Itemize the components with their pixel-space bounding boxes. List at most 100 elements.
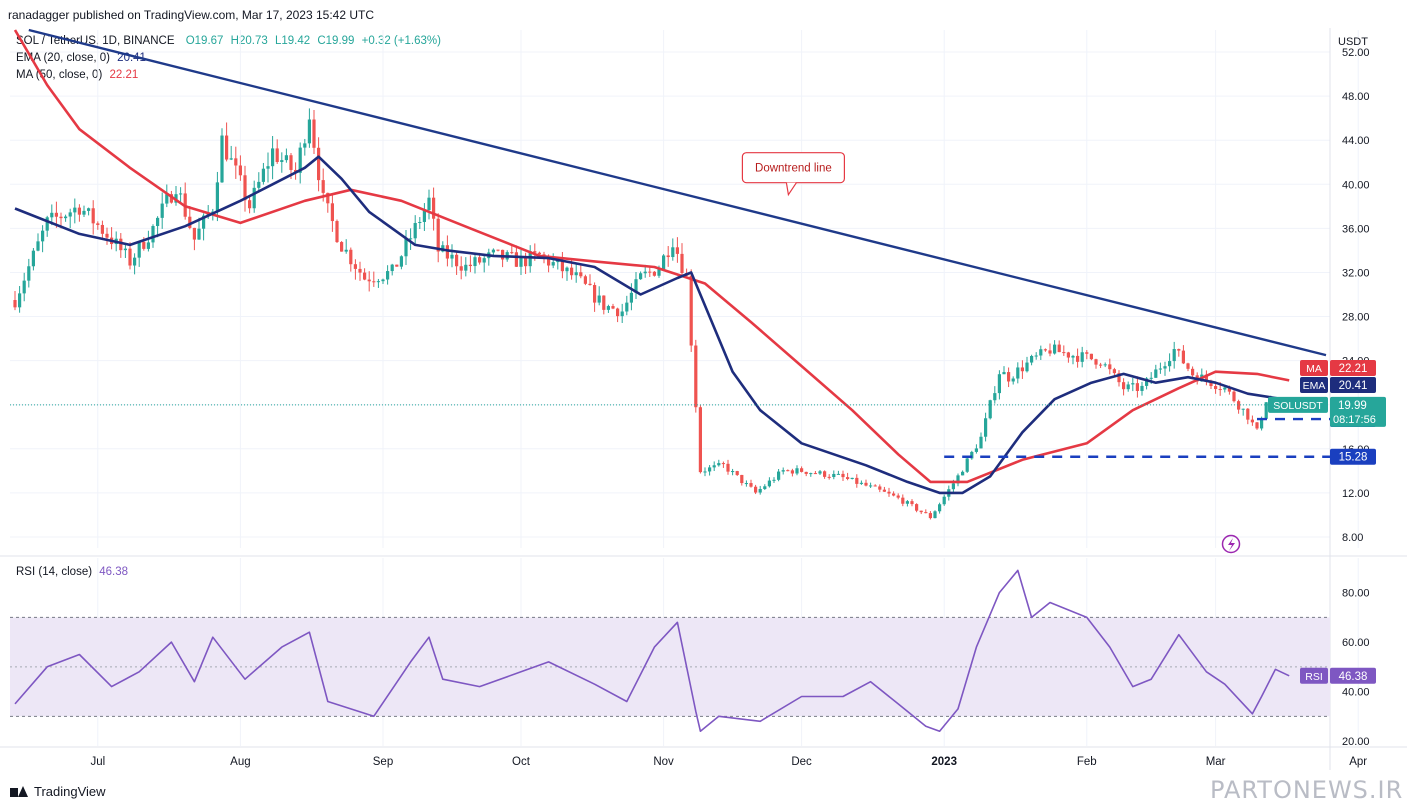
candle-body bbox=[197, 228, 201, 240]
last-price-text: 19.99 bbox=[1338, 400, 1367, 412]
candle-body bbox=[330, 203, 334, 222]
candle-body bbox=[22, 280, 26, 294]
candle-body bbox=[432, 197, 436, 219]
candle-body bbox=[501, 249, 505, 260]
candle-body bbox=[1112, 369, 1116, 374]
candle-body bbox=[800, 468, 804, 472]
price-tag-name bbox=[1300, 377, 1328, 393]
candle-body bbox=[772, 479, 776, 481]
candle-body bbox=[616, 308, 620, 317]
candle-body bbox=[100, 224, 104, 234]
ma-legend[interactable]: MA (50, close, 0) 22.21 bbox=[16, 69, 138, 81]
candle-body bbox=[436, 218, 440, 252]
candle-body bbox=[1209, 380, 1213, 387]
bar-countdown-text: 08:17:56 bbox=[1333, 414, 1376, 426]
candle-body bbox=[721, 463, 725, 465]
candle-body bbox=[1241, 408, 1245, 410]
candle-body bbox=[703, 471, 707, 473]
candle-body bbox=[31, 250, 35, 267]
candle-body bbox=[528, 251, 532, 267]
candle-body bbox=[307, 119, 311, 144]
support-price-text: 15.28 bbox=[1339, 452, 1368, 464]
candle-body bbox=[754, 486, 758, 493]
ema-legend-label: EMA (20, close, 0) bbox=[16, 52, 110, 64]
candle-body bbox=[128, 248, 132, 266]
candle-body bbox=[1011, 378, 1015, 382]
candle-body bbox=[933, 511, 937, 519]
candle-body bbox=[82, 210, 86, 215]
candle-body bbox=[629, 292, 633, 303]
watermark: PARTONEWS.IR bbox=[1210, 776, 1404, 804]
candle-body bbox=[13, 300, 17, 308]
candle-body bbox=[427, 197, 431, 211]
candle-body bbox=[1025, 362, 1029, 372]
candle-body bbox=[234, 158, 238, 166]
candle-body bbox=[1145, 378, 1149, 386]
symbol-name[interactable]: SOL / TetherUS, 1D, BINANCE bbox=[16, 35, 175, 47]
price-tick-label: 48.00 bbox=[1342, 91, 1370, 103]
candle-body bbox=[965, 458, 969, 472]
candle-body bbox=[602, 295, 606, 310]
footer-brand[interactable]: TradingView bbox=[10, 784, 106, 799]
candle-body bbox=[1066, 352, 1070, 358]
rsi-legend[interactable]: RSI (14, close) 46.38 bbox=[16, 566, 128, 578]
price-tick-label: 8.00 bbox=[1342, 532, 1363, 544]
candle-body bbox=[478, 257, 482, 263]
candle-body bbox=[698, 407, 702, 473]
candle-body bbox=[1043, 349, 1047, 351]
time-tick-label: Nov bbox=[653, 756, 674, 768]
candle-body bbox=[1103, 364, 1107, 366]
candle-body bbox=[496, 249, 500, 251]
candle-body bbox=[1168, 361, 1172, 367]
rsi-tick-label: 40.00 bbox=[1342, 687, 1370, 699]
candle-body bbox=[1030, 356, 1034, 363]
rsi-tick-label: 80.00 bbox=[1342, 588, 1370, 600]
price-tag-value-text: 22.21 bbox=[1339, 363, 1368, 375]
candle-body bbox=[137, 241, 141, 258]
candle-body bbox=[574, 272, 578, 276]
candle-body bbox=[988, 400, 992, 419]
candle-body bbox=[795, 468, 799, 474]
candle-body bbox=[997, 374, 1001, 394]
candle-body bbox=[413, 223, 417, 239]
candle-body bbox=[27, 266, 31, 281]
ma-line bbox=[13, 29, 1290, 484]
time-tick-label: Jul bbox=[90, 756, 105, 768]
candle-body bbox=[1126, 384, 1130, 390]
candle-body bbox=[73, 207, 77, 213]
candle-body bbox=[597, 295, 601, 303]
candle-body bbox=[409, 238, 413, 240]
candle-body bbox=[1149, 377, 1153, 379]
candle-body bbox=[1218, 389, 1222, 391]
candle-body bbox=[666, 255, 670, 258]
candle-body bbox=[54, 212, 58, 217]
candle-body bbox=[349, 249, 353, 265]
candle-body bbox=[18, 293, 22, 308]
candle-body bbox=[593, 285, 597, 303]
price-tick-label: 52.00 bbox=[1342, 47, 1370, 59]
candle-body bbox=[1076, 355, 1080, 362]
candle-body bbox=[87, 208, 91, 211]
candle-body bbox=[266, 166, 270, 169]
candle-body bbox=[726, 463, 730, 472]
candle-body bbox=[482, 258, 486, 263]
candle-body bbox=[45, 217, 49, 231]
candle-body bbox=[611, 306, 615, 309]
candle-body bbox=[169, 194, 173, 203]
publisher-caption: ranadagger published on TradingView.com,… bbox=[8, 8, 375, 22]
candle-body bbox=[606, 306, 610, 310]
candle-body bbox=[551, 262, 555, 266]
candle-body bbox=[924, 512, 928, 514]
low-value: L19.42 bbox=[274, 35, 311, 47]
candle-body bbox=[731, 471, 735, 473]
candle-body bbox=[905, 501, 909, 504]
candle-body bbox=[1048, 350, 1052, 354]
candle-body bbox=[418, 221, 422, 224]
candle-body bbox=[671, 247, 675, 258]
candle-body bbox=[850, 477, 854, 479]
candle-body bbox=[142, 241, 146, 249]
candle-body bbox=[1057, 344, 1061, 353]
candle-body bbox=[970, 451, 974, 459]
candle-body bbox=[257, 181, 261, 188]
